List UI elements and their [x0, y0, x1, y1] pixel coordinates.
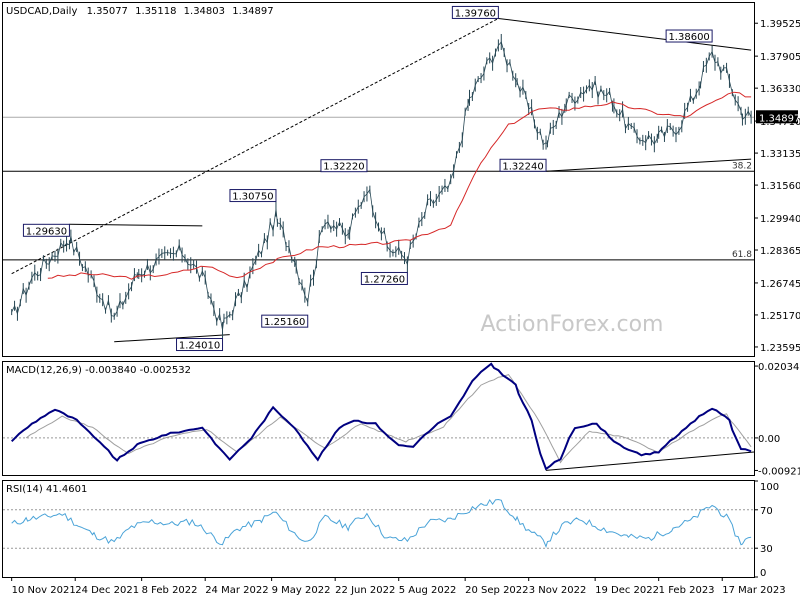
rsi-y-axis: 100 70 30 0 — [754, 480, 779, 579]
macd-trendline-0 — [545, 451, 755, 471]
price-y-tick-label: 1.25170 — [760, 311, 800, 322]
price-y-axis: 1.395251.379051.363301.347101.331351.315… — [754, 19, 800, 354]
current-price-box — [756, 110, 798, 124]
price-label-box-3 — [499, 158, 547, 172]
price-label-0: 1.39760 — [455, 8, 496, 19]
price-label-1: 1.38600 — [668, 32, 709, 43]
macd-y-tick-label: 0.020349 — [758, 362, 800, 373]
price-y-tick-label: 1.29940 — [760, 214, 800, 225]
watermark: ActionForex.com — [481, 312, 664, 337]
price-y-tick-label: 1.36330 — [760, 84, 800, 95]
price-y-tick-label: 1.39525 — [760, 19, 800, 30]
rsi-y-tick-label: 0 — [760, 568, 766, 579]
macd-panel — [2, 361, 755, 476]
x-tick-label: 24 Dec 2021 — [75, 585, 139, 596]
price-levels: 38.2 61.8 — [3, 116, 754, 261]
price-label-box-8 — [176, 338, 224, 352]
price-y-tick-label: 1.28365 — [760, 246, 800, 257]
price-trendline-3 — [69, 223, 203, 227]
price-labels: 1.39760 1.38600 1.32220 1.32240 1.30750 1.296… — [22, 5, 713, 352]
macd-title: MACD(12,26,9) -0.003840 -0.002532 — [6, 365, 191, 376]
price-label-5: 1.29630 — [26, 226, 67, 237]
x-tick-label: 5 Aug 2022 — [399, 585, 457, 596]
rsi-panel — [2, 480, 755, 578]
price-panel — [2, 2, 755, 357]
price-label-7: 1.25160 — [264, 317, 305, 328]
price-level-label-1: 61.8 — [732, 250, 752, 260]
price-label-box-2 — [320, 159, 368, 173]
moving-average-line — [47, 91, 752, 280]
x-tick-label: 20 Sep 2022 — [465, 585, 528, 596]
price-trendline-4 — [114, 334, 230, 343]
rsi-title: RSI(14) 41.4601 — [6, 484, 87, 495]
rsi-line — [11, 498, 752, 548]
x-tick-label: 22 Jun 2022 — [335, 585, 395, 596]
price-y-tick-label: 1.23595 — [760, 343, 800, 354]
x-tick-label: 1 Feb 2023 — [659, 585, 715, 596]
price-label-box-6 — [360, 271, 408, 285]
current-price-label: 1.34897 — [759, 113, 800, 124]
rsi-y-tick-label: 70 — [760, 506, 773, 517]
price-label-4: 1.30750 — [232, 192, 273, 203]
x-tick-label: 10 Nov 2021 — [12, 585, 76, 596]
high-value: 1.35118 — [135, 6, 176, 17]
price-label-box-0 — [451, 5, 499, 19]
price-y-tick-label: 1.26745 — [760, 279, 800, 290]
macd-levels — [3, 437, 755, 471]
price-y-tick-label: 1.33135 — [760, 149, 800, 160]
price-trendline-0 — [11, 18, 499, 275]
rsi-series — [11, 498, 752, 548]
price-header: USDCAD,Daily 1.35077 1.35118 1.34803 1.3… — [6, 6, 274, 17]
price-trendline-1 — [498, 17, 752, 51]
macd-y-axis: 0.020349 0.00 -0.009215 — [754, 362, 800, 477]
open-value: 1.35077 — [87, 6, 128, 17]
x-tick-label: 3 Nov 2022 — [529, 585, 587, 596]
price-label-box-4 — [229, 189, 277, 203]
price-label-box-5 — [22, 223, 70, 237]
price-label-6: 1.27260 — [364, 274, 405, 285]
rsi-y-tick-label: 100 — [760, 482, 779, 493]
x-tick-label: 24 Mar 2022 — [205, 585, 268, 596]
macd-series — [10, 362, 752, 471]
close-value: 1.34897 — [232, 6, 273, 17]
symbol-label: USDCAD,Daily — [6, 6, 77, 17]
x-axis: 10 Nov 2021 24 Dec 2021 8 Feb 2022 24 Mar 2… — [11, 577, 786, 596]
x-tick-label: 8 Feb 2022 — [142, 585, 198, 596]
x-tick-label: 17 Mar 2023 — [722, 585, 785, 596]
price-trendlines — [11, 17, 752, 343]
price-trendline-2 — [546, 158, 752, 172]
price-label-8: 1.24010 — [179, 341, 220, 352]
macd-line — [10, 362, 752, 471]
macd-signal-line — [25, 374, 752, 464]
rsi-levels — [3, 509, 754, 549]
price-label-3: 1.32240 — [502, 161, 543, 172]
price-label-box-7 — [261, 314, 309, 328]
price-level-label-0: 38.2 — [732, 161, 752, 171]
price-series — [11, 33, 752, 339]
macd-y-tick-label: 0.00 — [758, 434, 780, 445]
price-y-tick-label: 1.31560 — [760, 181, 800, 192]
price-label-box-1 — [665, 29, 713, 43]
price-line — [11, 41, 752, 331]
price-label-2: 1.32220 — [323, 162, 364, 173]
macd-y-tick-label: -0.009215 — [758, 466, 800, 477]
price-y-tick-label: 1.37905 — [760, 52, 800, 63]
x-tick-label: 19 Dec 2022 — [595, 585, 659, 596]
low-value: 1.34803 — [184, 6, 225, 17]
rsi-y-tick-label: 30 — [760, 544, 773, 555]
x-tick-label: 9 May 2022 — [272, 585, 331, 596]
